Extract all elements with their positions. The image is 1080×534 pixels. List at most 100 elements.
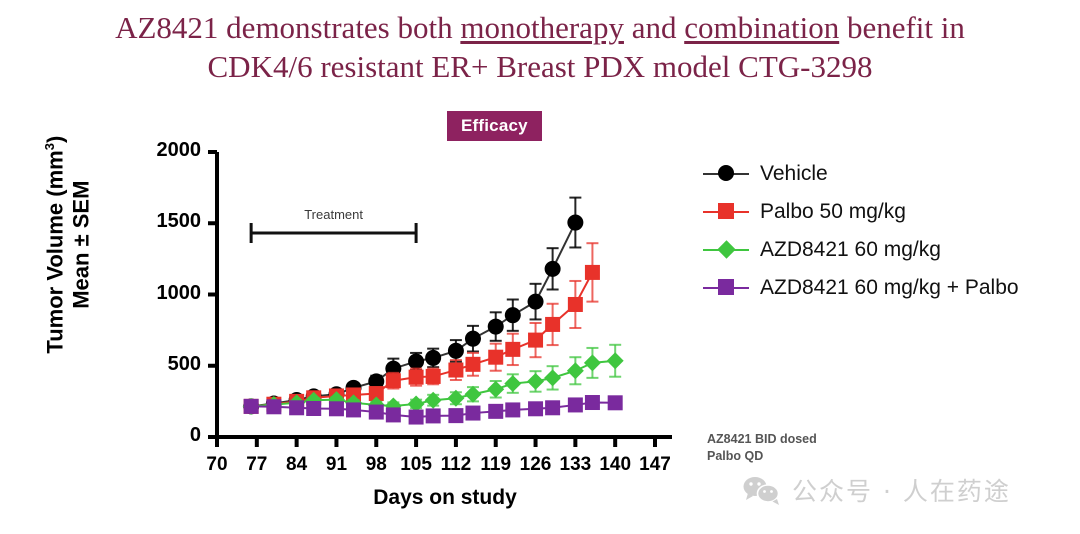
data-point (528, 332, 544, 348)
data-point (408, 353, 425, 370)
data-point (447, 342, 464, 359)
data-point (505, 402, 521, 418)
legend-label: Vehicle (760, 162, 828, 185)
legend-marker-circle-icon (703, 165, 749, 183)
data-point (464, 330, 481, 347)
title-underlined-combination: combination (684, 10, 840, 45)
data-point (465, 356, 481, 372)
dosing-footnote: AZ8421 BID dosed Palbo QD (707, 431, 817, 465)
y-tick-label: 500 (167, 352, 201, 375)
data-point (385, 407, 401, 423)
data-point (504, 375, 522, 393)
data-point (607, 395, 623, 411)
y-tick-label: 1000 (156, 281, 202, 304)
data-point (527, 293, 544, 310)
watermark-text: 公众号 · 人在药途 (792, 477, 1011, 506)
data-point (243, 398, 259, 414)
x-tick-label: 126 (519, 454, 552, 475)
y-tick-label: 2000 (156, 139, 202, 161)
x-tick-label: 119 (480, 454, 512, 475)
x-axis-title: Days on study (373, 486, 517, 509)
data-point (425, 349, 442, 366)
data-point (385, 373, 401, 389)
data-point (408, 409, 424, 425)
data-point (368, 386, 384, 402)
data-point (306, 401, 322, 416)
x-tick-label: 77 (246, 454, 268, 475)
legend-item-2: AZD8421 60 mg/kg (703, 231, 1019, 269)
x-tick-label: 133 (559, 454, 592, 475)
x-tick-label: 112 (440, 454, 472, 475)
legend-item-1: Palbo 50 mg/kg (703, 193, 1019, 231)
data-point (488, 349, 504, 365)
title-underlined-monotherapy: monotherapy (460, 10, 624, 45)
data-point (289, 400, 305, 416)
legend-item-3: AZD8421 60 mg/kg + Palbo (703, 269, 1019, 307)
data-point (583, 354, 601, 372)
footnote-line-1: AZ8421 BID dosed (707, 432, 817, 446)
title-seg-2: and (623, 10, 685, 45)
treatment-annotation-label: Treatment (304, 207, 363, 222)
data-point (544, 369, 562, 387)
data-point (545, 316, 561, 332)
legend-swatch (717, 240, 736, 259)
data-point (544, 260, 561, 277)
data-point (504, 307, 521, 324)
data-point (487, 380, 505, 398)
title-seg-3: benefit in (839, 10, 965, 45)
data-point (567, 296, 583, 312)
page-title: AZ8421 demonstrates both monotherapy and… (0, 8, 1080, 86)
data-point (424, 391, 442, 409)
treatment-bracket (249, 223, 418, 243)
data-point (584, 264, 600, 280)
data-point (487, 318, 504, 335)
data-point (448, 408, 464, 424)
data-point (408, 369, 424, 385)
footnote-line-2: Palbo QD (707, 449, 764, 463)
legend-marker-diamond-icon (703, 240, 749, 259)
legend-marker-square-icon (703, 203, 749, 221)
x-tick-label: 105 (400, 454, 432, 475)
y-tick-label: 0 (189, 424, 201, 446)
legend-label: Palbo 50 mg/kg (760, 200, 906, 223)
data-point (505, 341, 521, 357)
data-point (606, 352, 624, 370)
data-point (464, 385, 482, 403)
x-tick-label: 140 (599, 454, 632, 475)
legend-swatch (718, 279, 734, 295)
legend-label: AZD8421 60 mg/kg (760, 238, 941, 261)
data-point (266, 399, 282, 415)
chart-legend: Vehicle Palbo 50 mg/kg AZD8421 60 mg/kg AZD… (703, 155, 1019, 307)
wechat-watermark: 公众号 · 人在药途 (742, 472, 1011, 508)
legend-item-0: Vehicle (703, 155, 1019, 193)
data-point (545, 400, 561, 416)
series-3 (243, 395, 623, 425)
axes (208, 150, 672, 447)
data-point (407, 395, 425, 413)
x-tick-label: 84 (286, 454, 308, 475)
data-point (448, 362, 464, 378)
data-point (567, 397, 583, 413)
legend-swatch (718, 203, 734, 219)
data-point (488, 403, 504, 419)
data-point (368, 373, 385, 390)
data-point (425, 408, 441, 424)
data-point (447, 389, 465, 407)
data-point (465, 405, 481, 421)
x-tick-label: 98 (365, 454, 387, 475)
data-point (528, 401, 544, 417)
title-seg-1: AZ8421 demonstrates both (115, 10, 461, 45)
data-point (527, 372, 545, 390)
data-point (584, 395, 600, 411)
wechat-icon (743, 477, 780, 505)
data-point (425, 368, 441, 384)
title-line-1: AZ8421 demonstrates both monotherapy and… (0, 8, 1080, 47)
legend-label: AZD8421 60 mg/kg + Palbo (760, 276, 1019, 299)
x-tick-label: 147 (639, 454, 671, 475)
x-tick-label: 91 (325, 454, 348, 475)
efficacy-badge: Efficacy (447, 111, 542, 141)
x-tick-label: 70 (206, 454, 228, 475)
